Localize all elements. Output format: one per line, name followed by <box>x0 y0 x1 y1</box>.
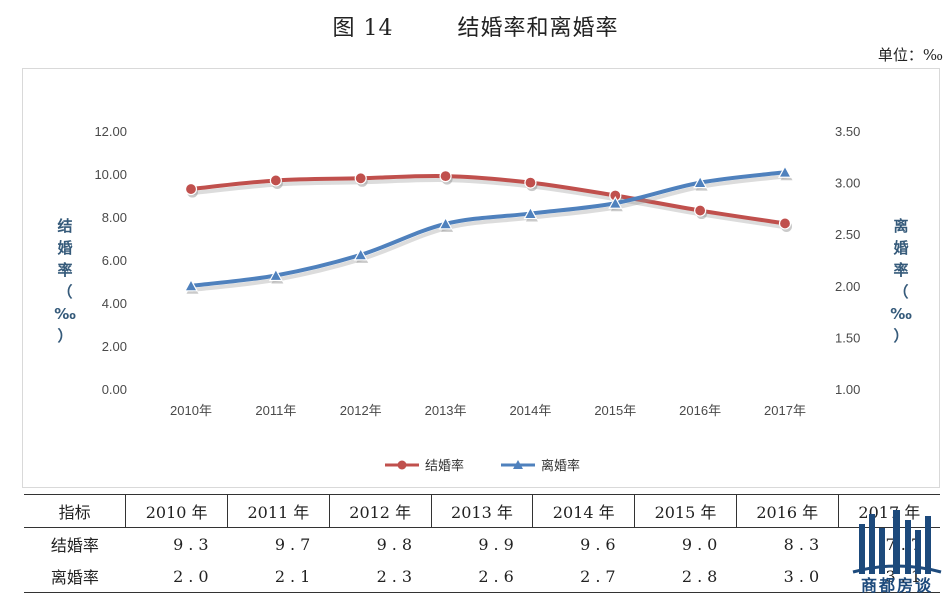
data-point-divorce <box>438 216 453 230</box>
right-axis-tick-label: 1.50 <box>835 330 860 345</box>
data-point-marriage <box>184 182 198 196</box>
legend-label: 离婚率 <box>541 458 580 474</box>
data-point-divorce <box>183 278 199 292</box>
chart-area: 0.00 2.00 4.00 6.00 8.00 10.00 12.00 1.00 1.50 2.… <box>22 68 940 488</box>
table-cell: 9.3 <box>173 534 214 554</box>
right-axis-title-char: 率 <box>893 261 908 279</box>
right-axis-tick-label: 3.00 <box>835 176 860 191</box>
figure-title: 图 14 结婚率和离婚率 <box>332 16 619 41</box>
table-cell: 9.8 <box>376 534 418 554</box>
data-point-marriage <box>524 176 537 189</box>
x-axis-tick-label: 2014年 <box>509 403 551 418</box>
legend-marker-circle <box>397 460 407 470</box>
right-axis-tick-label: 3.50 <box>835 124 860 139</box>
data-point-divorce <box>353 247 368 261</box>
x-axis-tick-label: 2011年 <box>255 403 296 418</box>
right-axis-title-char: 婚 <box>893 239 908 257</box>
x-axis-tick-label: 2016年 <box>679 403 721 418</box>
left-axis-tick-label: 8.00 <box>102 210 127 225</box>
left-axis-title-char: （ <box>57 283 72 301</box>
left-axis-title-char: ‰ <box>54 305 76 323</box>
table-cell: 8.3 <box>783 534 825 554</box>
x-axis-tick-label: 2015年 <box>594 403 636 418</box>
right-axis-tick-label: 1.00 <box>835 382 860 397</box>
series-line-shadow <box>192 174 788 292</box>
x-axis-tick-label: 2017年 <box>764 403 806 418</box>
watermark-logo: 商都房谈 <box>849 506 945 598</box>
table-header-year: 2010 年 <box>125 494 228 528</box>
left-axis-title-char: 结 <box>57 217 72 235</box>
table-header-year: 2013 年 <box>430 494 533 528</box>
table-cell: 2.8 <box>634 560 737 593</box>
data-point-marriage <box>269 174 282 187</box>
table-cell: 2.6 <box>431 560 533 593</box>
table-row: 离婚率 2.0 2.1 2.3 2.6 2.7 2.8 3.0 3.1 <box>24 560 940 593</box>
left-axis-title-char: 婚 <box>57 239 72 257</box>
x-axis-tick-label: 2013年 <box>425 403 467 418</box>
right-axis-title-char: 离 <box>893 217 908 235</box>
data-point-divorce <box>777 165 793 178</box>
data-point-marriage <box>439 170 452 183</box>
table-cell: 9.7 <box>274 534 316 554</box>
data-point-divorce <box>523 206 538 220</box>
left-axis-title-char: 率 <box>57 261 72 279</box>
left-axis-title-char: ） <box>57 327 72 345</box>
left-axis-tick-label: 12.00 <box>94 124 127 139</box>
table-cell: 2.3 <box>329 560 432 593</box>
left-axis-tick-label: 4.00 <box>102 296 127 311</box>
table-header-row: 指标 2010 年 2011 年 2012 年 2013 年 2014 年 2015 年 20… <box>24 494 940 528</box>
unit-label: 单位：‰ <box>877 46 943 64</box>
data-point-divorce <box>608 195 623 209</box>
series-line-shadow <box>192 178 788 230</box>
watermark-text: 商都房谈 <box>860 576 933 595</box>
left-axis-tick-label: 2.00 <box>102 339 127 354</box>
series-line-divorce <box>189 170 787 288</box>
table-cell: 2.1 <box>227 560 330 593</box>
building-icon <box>852 510 942 574</box>
legend-marker-triangle <box>513 460 523 469</box>
table-cell: 9.9 <box>478 534 519 554</box>
data-point-divorce <box>268 268 283 282</box>
line-chart: 0.00 2.00 4.00 6.00 8.00 10.00 12.00 1.00 1.50 2.… <box>54 124 912 474</box>
table-row-label: 离婚率 <box>24 560 126 593</box>
series-line-marriage <box>189 174 787 226</box>
data-point-marriage <box>694 204 707 217</box>
table-header-year: 2016 年 <box>735 494 839 528</box>
table-header-year: 2012 年 <box>328 494 432 528</box>
left-axis-tick-label: 10.00 <box>94 167 127 182</box>
left-axis-tick-label: 6.00 <box>102 253 127 268</box>
right-axis-title-char: ） <box>893 327 908 345</box>
table-row-label: 结婚率 <box>50 536 99 555</box>
table-cell: 2.0 <box>125 560 228 593</box>
table-header-indicator: 指标 <box>24 494 126 528</box>
data-point-marriage <box>354 172 367 185</box>
right-axis-title-char: （ <box>893 283 908 301</box>
right-axis-tick-label: 2.00 <box>835 279 860 294</box>
table-cell: 2.7 <box>532 560 635 593</box>
x-axis-tick-label: 2010年 <box>170 403 212 418</box>
data-table: 指标 2010 年 2011 年 2012 年 2013 年 2014 年 2015 年 20… <box>24 494 940 593</box>
right-axis-tick-label: 2.50 <box>835 227 860 242</box>
table-cell: 3.0 <box>736 560 839 593</box>
data-point-divorce <box>693 175 708 189</box>
table-header-year: 2014 年 <box>532 494 635 528</box>
legend-label: 结婚率 <box>425 458 464 474</box>
table-header-year: 2011 年 <box>227 494 330 528</box>
x-axis-tick-label: 2012年 <box>340 403 382 418</box>
table-header-year: 2015 年 <box>634 494 737 528</box>
right-axis-title-char: ‰ <box>890 305 912 323</box>
left-axis-tick-label: 0.00 <box>102 382 127 397</box>
table-cell: 9.0 <box>681 534 723 554</box>
data-point-marriage <box>778 217 792 230</box>
table-cell: 9.6 <box>580 534 621 554</box>
